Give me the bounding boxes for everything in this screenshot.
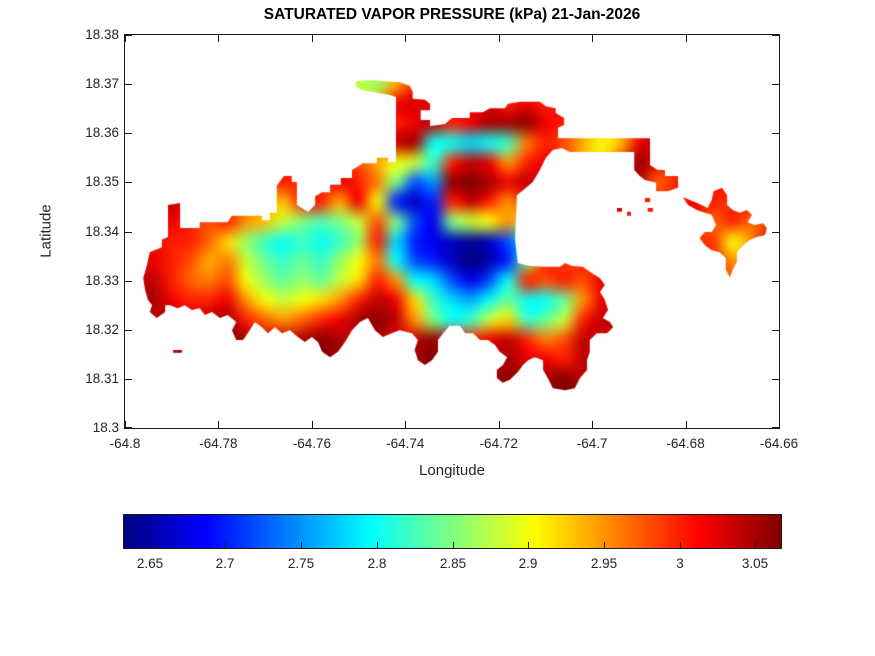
- x-tick-label: -64.78: [199, 436, 238, 451]
- tick-mark: [499, 421, 500, 428]
- tick-mark: [772, 133, 779, 134]
- y-tick-label: 18.34: [85, 223, 119, 239]
- x-tick-label: -64.74: [386, 436, 425, 451]
- tick-mark: [125, 281, 132, 282]
- colorbar-tick-mark: [604, 542, 605, 548]
- colorbar-tick-mark: [225, 542, 226, 548]
- colorbar: [123, 514, 782, 549]
- tick-mark: [218, 421, 219, 428]
- colorbar-tick-label: 2.7: [215, 556, 235, 571]
- chart-title: SATURATED VAPOR PRESSURE (kPa) 21-Jan-20…: [263, 6, 641, 23]
- tick-mark: [499, 35, 500, 42]
- tick-mark: [125, 35, 126, 42]
- colorbar-tick-mark: [150, 542, 151, 548]
- tick-mark: [772, 281, 779, 282]
- tick-mark: [592, 421, 593, 428]
- x-tick-label: -64.76: [292, 436, 331, 451]
- tick-mark: [686, 35, 687, 42]
- tick-mark: [125, 35, 132, 36]
- tick-mark: [125, 427, 132, 428]
- colorbar-tick-label: 2.8: [367, 556, 387, 571]
- colorbar-tick-mark: [680, 542, 681, 548]
- tick-mark: [312, 421, 313, 428]
- heatmap-canvas: [125, 35, 779, 428]
- plot-area: [124, 34, 780, 429]
- tick-mark: [772, 379, 779, 380]
- colorbar-tick-label: 2.65: [136, 556, 164, 571]
- x-tick-label: -64.68: [666, 436, 705, 451]
- tick-mark: [779, 35, 780, 42]
- tick-mark: [125, 84, 132, 85]
- tick-mark: [772, 35, 779, 36]
- y-tick-label: 18.38: [85, 27, 119, 42]
- y-tick-label: 18.3: [92, 420, 119, 435]
- y-tick-label: 18.31: [85, 370, 119, 386]
- colorbar-tick-mark: [301, 542, 302, 548]
- colorbar-tick-label: 3: [676, 556, 684, 571]
- tick-mark: [125, 133, 132, 134]
- colorbar-tick-label: 2.75: [287, 556, 315, 571]
- colorbar-tick-label: 2.95: [590, 556, 618, 571]
- tick-mark: [772, 330, 779, 331]
- tick-mark: [779, 421, 780, 428]
- colorbar-tick-label: 2.9: [518, 556, 538, 571]
- y-tick-label: 18.36: [85, 125, 119, 141]
- tick-mark: [125, 379, 132, 380]
- colorbar-canvas: [124, 515, 781, 548]
- tick-mark: [772, 232, 779, 233]
- colorbar-tick-label: 2.85: [439, 556, 467, 571]
- tick-mark: [772, 427, 779, 428]
- x-tick-label: -64.7: [576, 436, 608, 451]
- colorbar-tick-label: 3.05: [741, 556, 769, 571]
- tick-mark: [772, 84, 779, 85]
- tick-mark: [405, 35, 406, 42]
- y-tick-label: 18.35: [85, 174, 119, 190]
- colorbar-tick-mark: [528, 542, 529, 548]
- x-tick-label: -64.8: [109, 436, 141, 451]
- tick-mark: [686, 421, 687, 428]
- tick-mark: [218, 35, 219, 42]
- y-axis-label: Latitude: [37, 204, 55, 258]
- y-tick-label: 18.32: [85, 321, 119, 337]
- tick-mark: [592, 35, 593, 42]
- y-tick-label: 18.33: [85, 272, 119, 288]
- colorbar-tick-mark: [755, 542, 756, 548]
- tick-mark: [125, 232, 132, 233]
- y-tick-label: 18.37: [85, 76, 119, 92]
- x-tick-label: -64.66: [759, 436, 799, 451]
- colorbar-tick-mark: [377, 542, 378, 548]
- x-axis-label: Longitude: [419, 462, 485, 479]
- tick-mark: [405, 421, 406, 428]
- tick-mark: [772, 182, 779, 183]
- tick-mark: [312, 35, 313, 42]
- colorbar-tick-mark: [453, 542, 454, 548]
- tick-mark: [125, 182, 132, 183]
- tick-mark: [125, 330, 132, 331]
- x-tick-label: -64.72: [479, 436, 518, 451]
- tick-mark: [125, 421, 126, 428]
